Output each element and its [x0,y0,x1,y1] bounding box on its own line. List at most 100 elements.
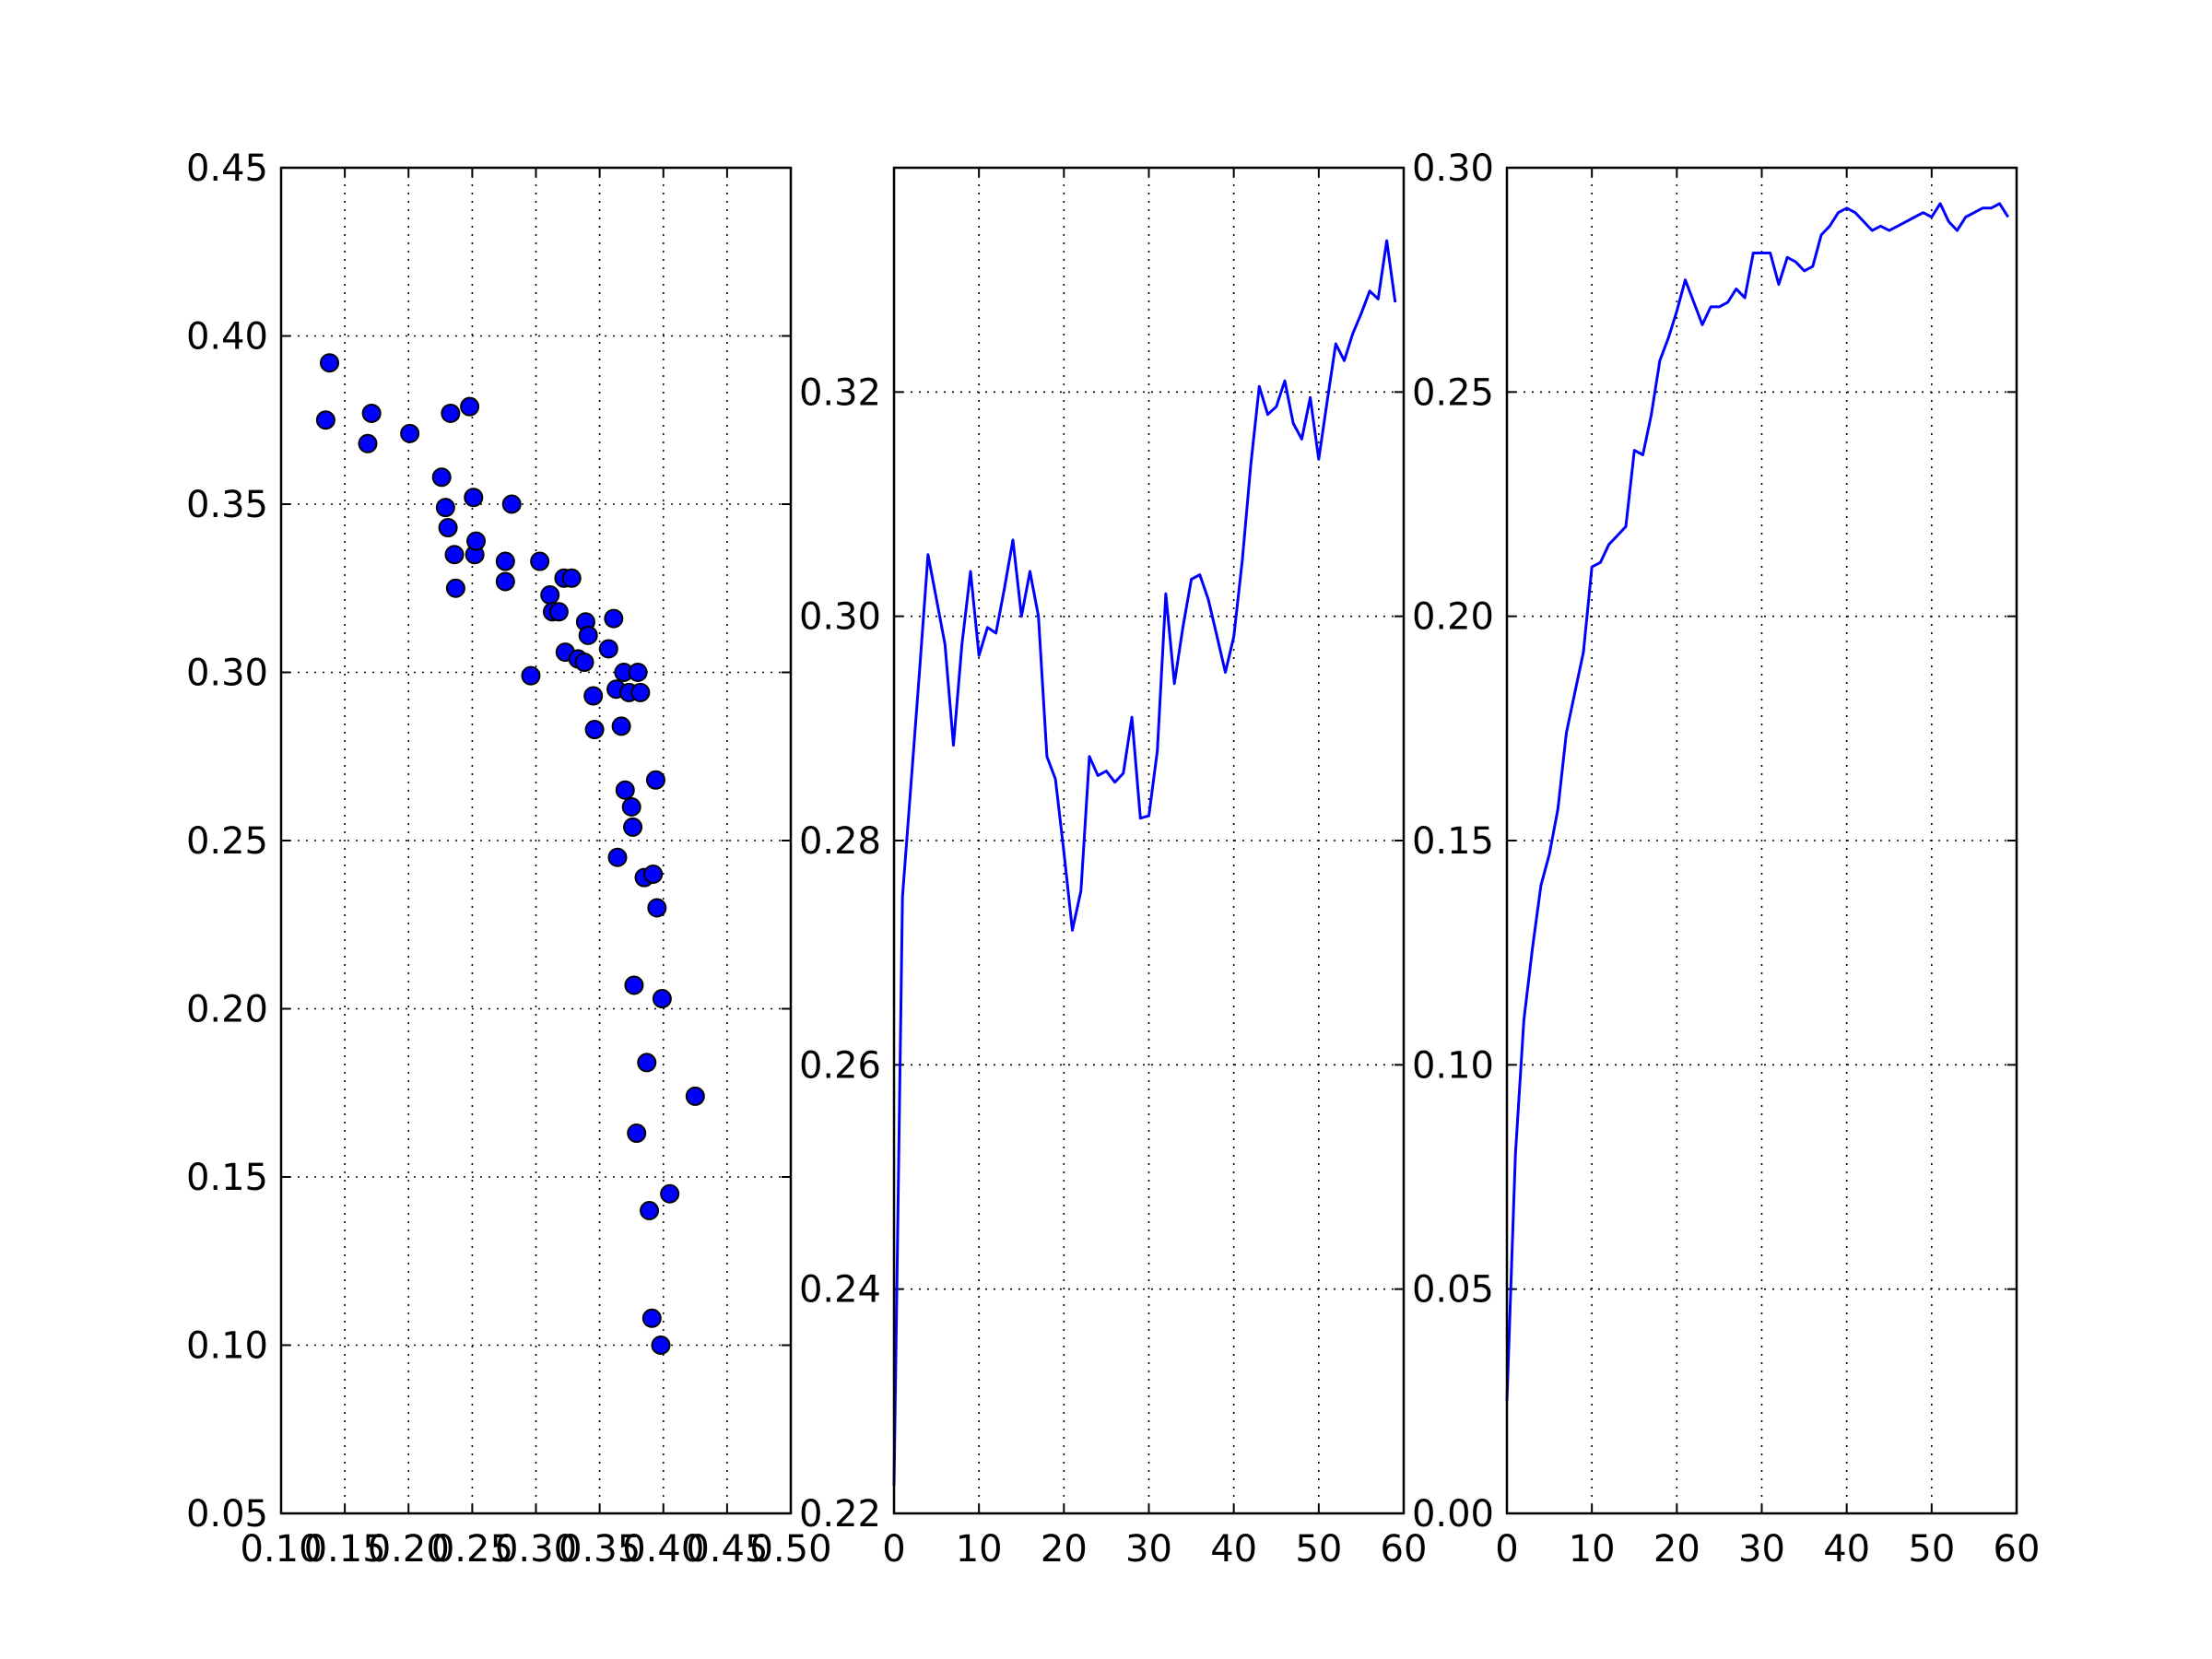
scatter-point [315,410,335,430]
y-tick-label: 0.30 [186,653,268,695]
y-tick-label: 0.24 [799,1269,881,1312]
scatter-point [495,551,515,571]
y-tick-label: 0.25 [1412,371,1494,414]
x-tick-label: 0.45 [686,1528,768,1571]
scatter-point [521,665,541,686]
x-tick-label: 0.50 [749,1528,831,1571]
y-tick-label: 0.20 [186,989,268,1031]
scatter-point [615,780,635,800]
y-tick-label: 0.10 [186,1325,268,1368]
y-tick-label: 0.20 [1412,596,1494,639]
scatter-point [444,545,465,565]
x-tick-label: 0.30 [495,1528,577,1571]
series-line [1505,202,2010,1402]
scatter-point [400,423,420,443]
x-tick-label: 0 [882,1528,905,1571]
line-plot-panel-right: 0 10 20 30 40 50 60 0.00 0.05 0.10 0.15 0.20 0.25 0.3… [1412,147,2041,1571]
x-tick-label: 30 [1125,1528,1172,1571]
x-tick-label: 0.40 [622,1528,704,1571]
scatter-point [598,639,618,659]
scatter-point [438,518,458,538]
scatter-point [578,625,598,645]
y-tick-label: 0.26 [799,1044,881,1087]
scatter-point [361,403,382,423]
line-plot-panel-middle: 0 10 20 30 40 50 60 0.22 0.24 0.26 0.28 0.30 0.32 [799,166,1428,1571]
scatter-point [445,578,465,598]
x-tick-label: 60 [1994,1528,2041,1571]
scatter-point [643,865,664,884]
y-tick-label: 0.15 [1412,820,1494,863]
scatter-point [604,608,624,629]
y-tick-label: 0.05 [186,1493,268,1535]
x-tick-label: 30 [1738,1528,1785,1571]
y-tick-label: 0.32 [799,371,881,414]
y-tick-label: 0.00 [1412,1493,1494,1535]
axes-frame [279,166,793,1515]
scatter-point [611,716,631,736]
axes-frame [892,166,1406,1515]
x-tick-label: 0.15 [304,1528,386,1571]
scatter-point [651,1335,671,1355]
scatter-point [583,686,604,706]
scatter-point [561,568,582,588]
scatter-point [645,770,665,790]
x-tick-label: 0.10 [240,1528,322,1571]
y-tick-label: 0.25 [186,820,268,863]
y-tick-label: 0.30 [799,596,881,639]
axes-frame [1505,166,2018,1515]
scatter-point [685,1086,705,1106]
scatter-point [548,602,569,622]
x-tick-label: 60 [1381,1528,1428,1571]
scatter-point [466,531,487,551]
x-tick-label: 0.25 [431,1528,513,1571]
scatter-point [660,1183,680,1204]
x-tick-label: 50 [1295,1528,1342,1571]
y-tick-label: 0.10 [1412,1044,1494,1087]
y-tick-label: 0.40 [186,316,268,359]
scatter-point [630,682,651,702]
scatter-plot-panel: 0.100.150.200.250.300.350.400.450.500.05… [186,147,832,1571]
scatter-point [628,663,648,682]
x-tick-label: 40 [1823,1528,1870,1571]
y-tick-label: 0.35 [186,484,268,526]
scatter-point [623,817,643,837]
scatter-point [441,403,461,423]
x-tick-label: 0 [1495,1528,1518,1571]
scatter-point [640,1201,660,1220]
scatter-point [495,571,515,592]
x-tick-label: 20 [1653,1528,1700,1571]
scatter-point [530,551,550,571]
scatter-point [584,720,605,740]
scatter-point [431,467,452,488]
scatter-point [641,1308,662,1328]
x-tick-label: 20 [1041,1528,1088,1571]
x-tick-label: 40 [1210,1528,1257,1571]
x-tick-label: 0.35 [559,1528,641,1571]
scatter-point [358,433,378,453]
y-tick-label: 0.28 [799,820,881,863]
x-tick-label: 10 [1569,1528,1616,1571]
scatter-point [607,847,628,867]
y-tick-label: 0.30 [1412,147,1494,190]
scatter-point [621,797,641,817]
scatter-point [464,488,484,508]
scatter-point [624,975,644,995]
scatter-point [320,353,340,373]
x-tick-label: 0.20 [368,1528,450,1571]
y-tick-label: 0.45 [186,147,268,190]
scatter-point [627,1124,647,1144]
scatter-point [501,494,522,514]
scatter-point [460,396,480,417]
scatter-point [540,585,560,606]
scatter-point [574,653,594,673]
scatter-point [435,498,455,518]
x-tick-label: 10 [956,1528,1003,1571]
y-tick-label: 0.15 [186,1157,268,1199]
scatter-point [647,898,667,918]
scatter-point [652,989,672,1009]
series-line [892,239,1397,1486]
x-tick-label: 50 [1908,1528,1955,1571]
y-tick-label: 0.05 [1412,1269,1494,1312]
